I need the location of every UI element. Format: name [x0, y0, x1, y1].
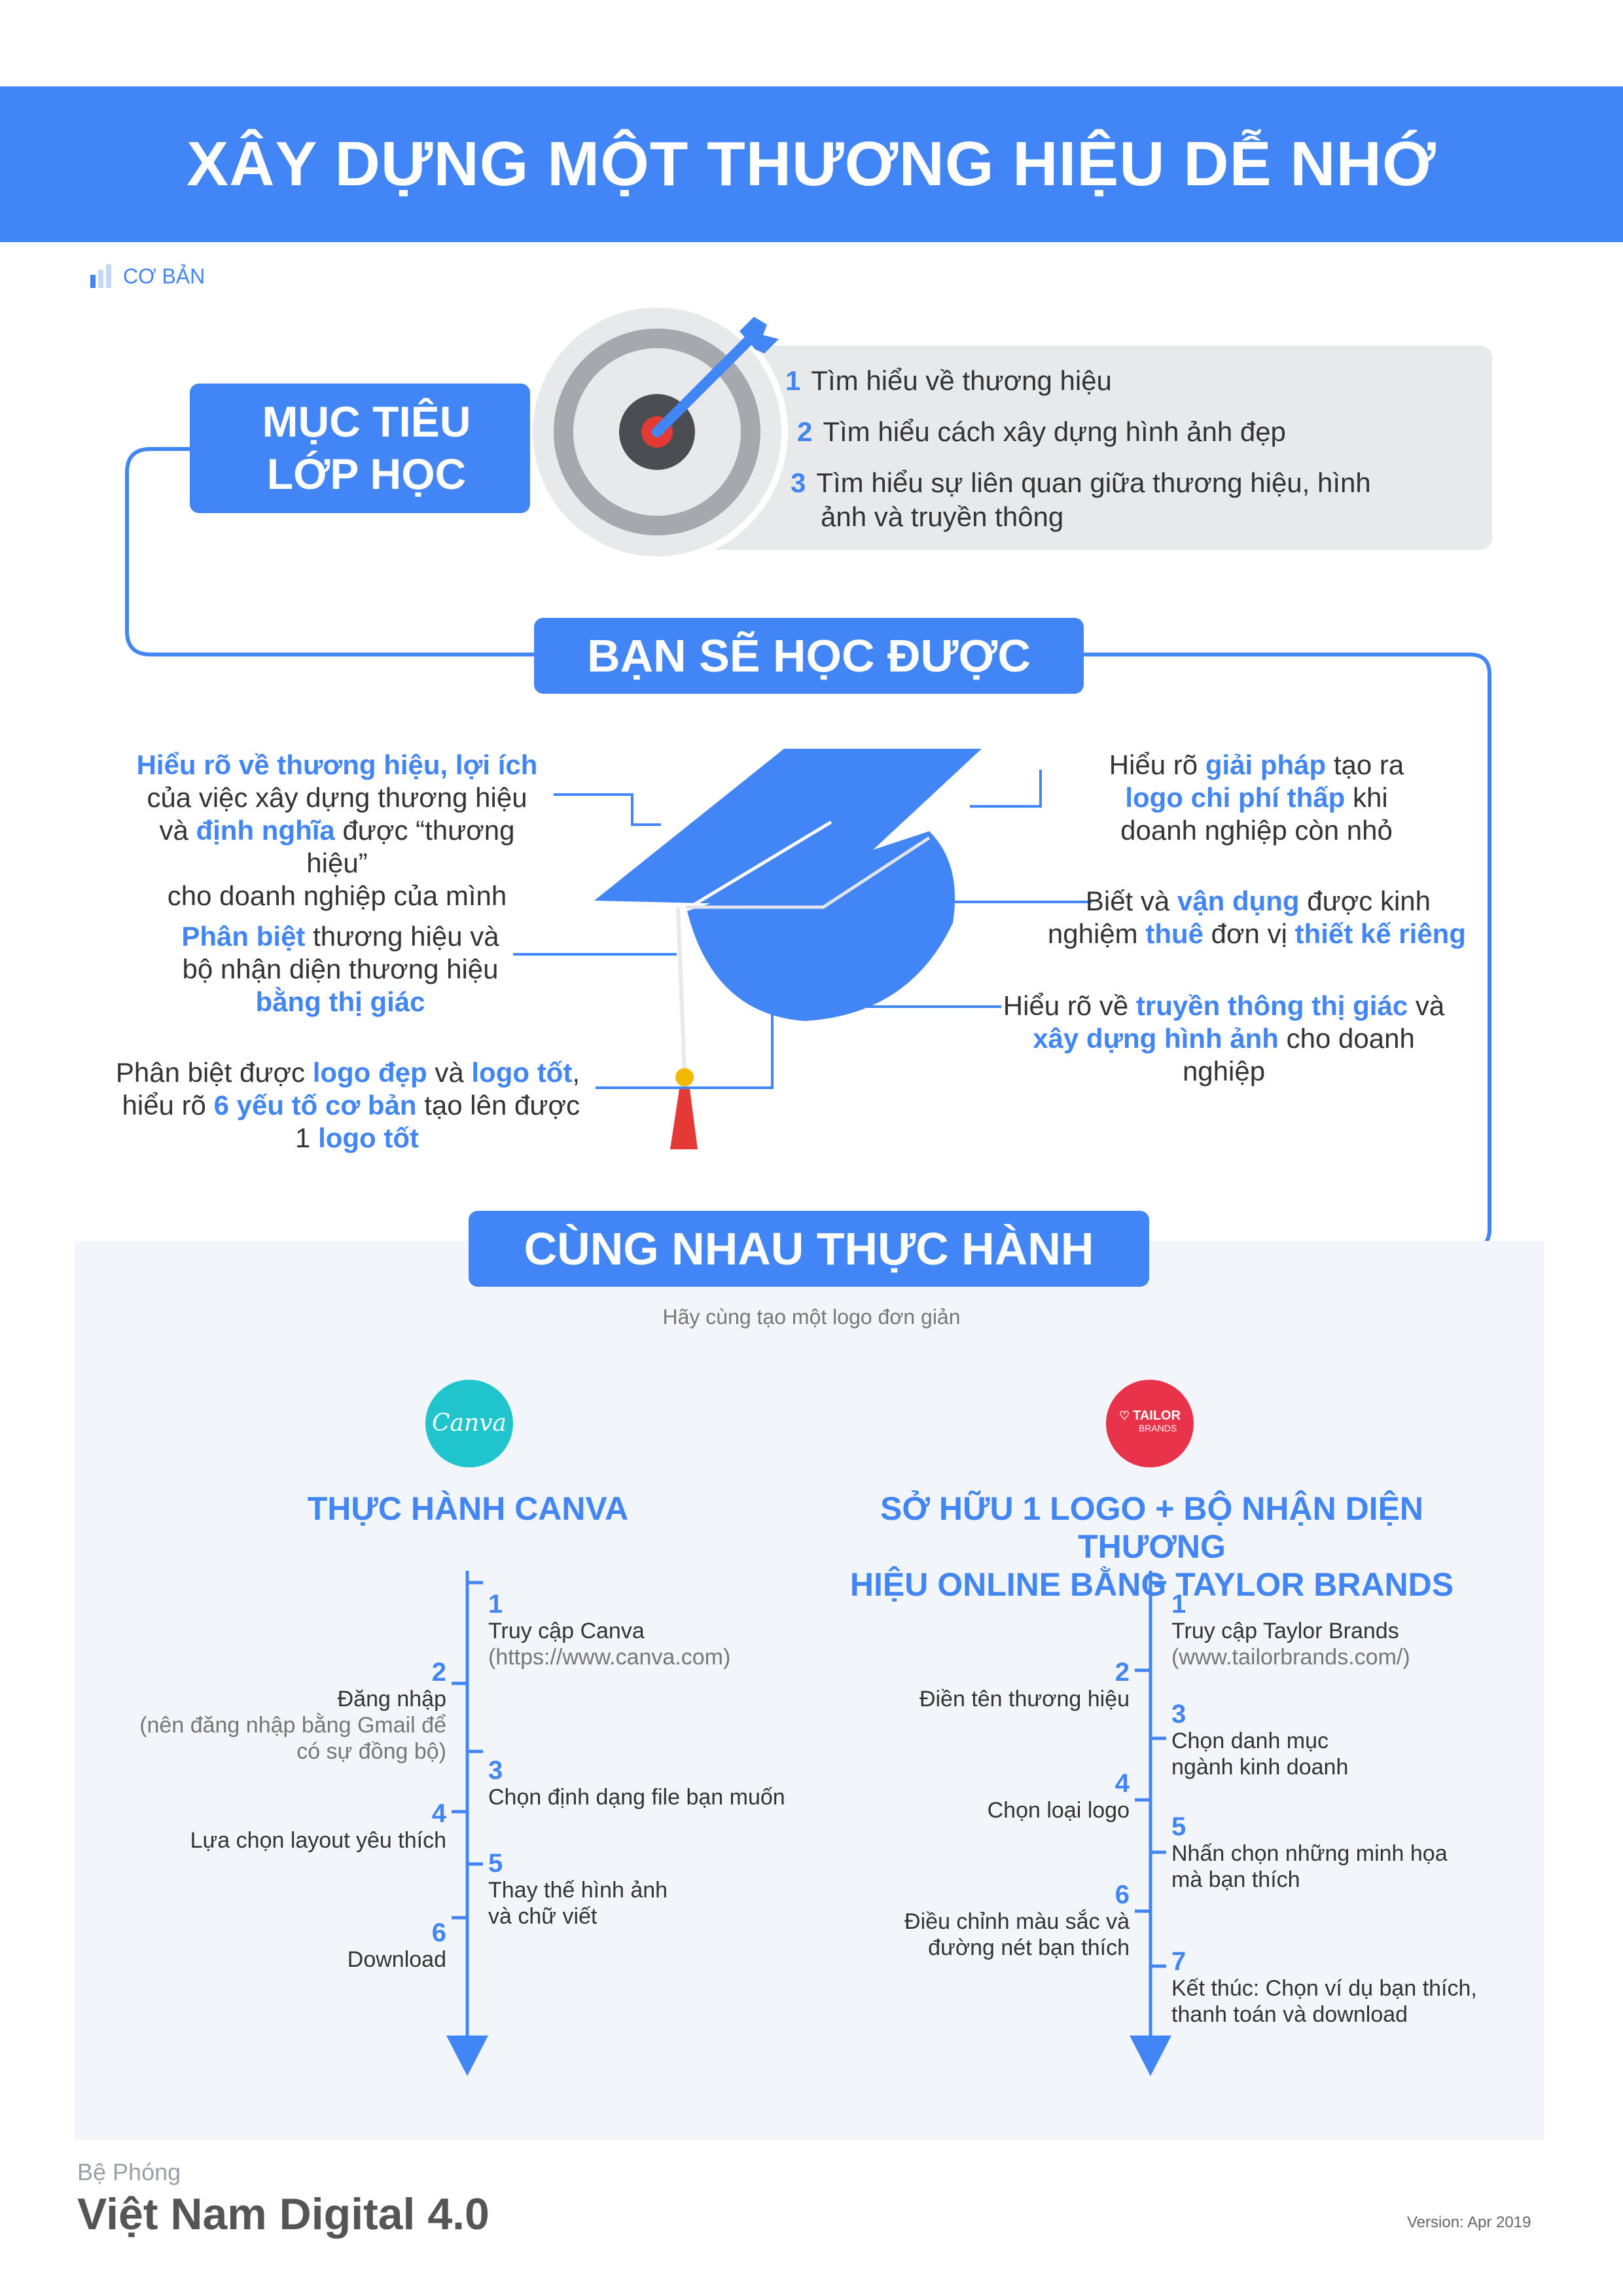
- learn-point: Phân biệt thương hiệu và bộ nhận diện th…: [181, 921, 499, 1017]
- version-label: Version: Apr 2019: [1407, 2214, 1531, 2231]
- learn-point: Hiểu rõ về truyền thông thị giác và xây …: [1003, 990, 1445, 1086]
- tailor-step: 3 Chọn danh mục ngành kinh doanh: [1171, 1700, 1349, 1780]
- objective-item: 3 Tìm hiểu sự liên quan giữa thương hiệu,…: [791, 467, 1371, 532]
- learn-point: Biết và vận dụng được kinh nghiệm thuê đ…: [1047, 886, 1466, 949]
- tailor-step: 1 Truy cập Taylor Brands (www.tailorbran…: [1171, 1590, 1410, 1670]
- objective-item: 2 Tìm hiểu cách xây dựng hình ảnh đẹp: [797, 416, 1286, 447]
- canva-step: 6 Download: [347, 1918, 446, 1972]
- objective-item: 1 Tìm hiểu về thương hiệu: [785, 365, 1112, 396]
- tailor-step: 7 Kết thúc: Chọn ví dụ bạn thích, thanh …: [1171, 1947, 1477, 2027]
- tailor-step: 5 Nhấn chọn những minh họa mà bạn thích: [1171, 1812, 1448, 1892]
- learn-heading: BẠN SẼ HỌC ĐƯỢC: [534, 618, 1084, 694]
- canva-step: 2 Đăng nhập (nên đăng nhập bằng Gmail để…: [139, 1658, 446, 1764]
- graduation-cap-icon: [513, 749, 1092, 1149]
- tailor-step: 6 Điều chỉnh màu sắc và đường nét bạn th…: [904, 1880, 1130, 1960]
- footer-brand-small: Bệ Phóng: [77, 2159, 181, 2185]
- objectives-panel: [654, 346, 1492, 550]
- objectives-heading-pill: [190, 384, 530, 513]
- canva-title: THỰC HÀNH CANVA: [307, 1490, 629, 1527]
- page-title: XÂY DỰNG MỘT THƯƠNG HIỆU DỄ NHỚ: [187, 129, 1436, 199]
- canva-logo-icon: Canva: [425, 1380, 513, 1467]
- header-banner: [0, 86, 1623, 242]
- tailor-brands-logo-icon: ♡ TAILOR BRANDS: [1106, 1380, 1194, 1467]
- learn-point: Phân biệt được logo đẹp và logo tốt, hiể…: [115, 1057, 580, 1153]
- footer-brand: Việt Nam Digital 4.0: [77, 2189, 490, 2239]
- level-label: CƠ BẢN: [123, 264, 205, 288]
- target-icon: [526, 301, 788, 563]
- objectives-heading: MỤC TIÊU LỚP HỌC: [262, 397, 471, 498]
- canva-step: 4 Lựa chọn layout yêu thích: [190, 1799, 446, 1853]
- timeline-arrows: [446, 1571, 1171, 2076]
- canva-step: 5 Thay thế hình ảnh và chữ viết: [488, 1849, 668, 1929]
- practice-section: [75, 1241, 1544, 2140]
- canva-step: 1 Truy cập Canva (https://www.canva.com): [488, 1590, 731, 1670]
- level-indicator: CƠ BẢN: [90, 263, 205, 289]
- learn-point: Hiểu rõ về thương hiệu, lợi ích của việc…: [136, 749, 538, 911]
- canva-step: 3 Chọn định dạng file bạn muốn: [488, 1756, 785, 1810]
- tailor-step: 2 Điền tên thương hiệu: [919, 1658, 1130, 1712]
- tailor-step: 4 Chọn loại logo: [987, 1769, 1130, 1823]
- practice-heading: CÙNG NHAU THỰC HÀNH: [469, 1211, 1149, 1287]
- level-bars-icon: [90, 264, 114, 288]
- practice-subtitle: Hãy cùng tạo một logo đơn giản: [662, 1305, 961, 1329]
- learn-point: Hiểu rõ giải pháp tạo ra logo chi phí th…: [1109, 749, 1404, 846]
